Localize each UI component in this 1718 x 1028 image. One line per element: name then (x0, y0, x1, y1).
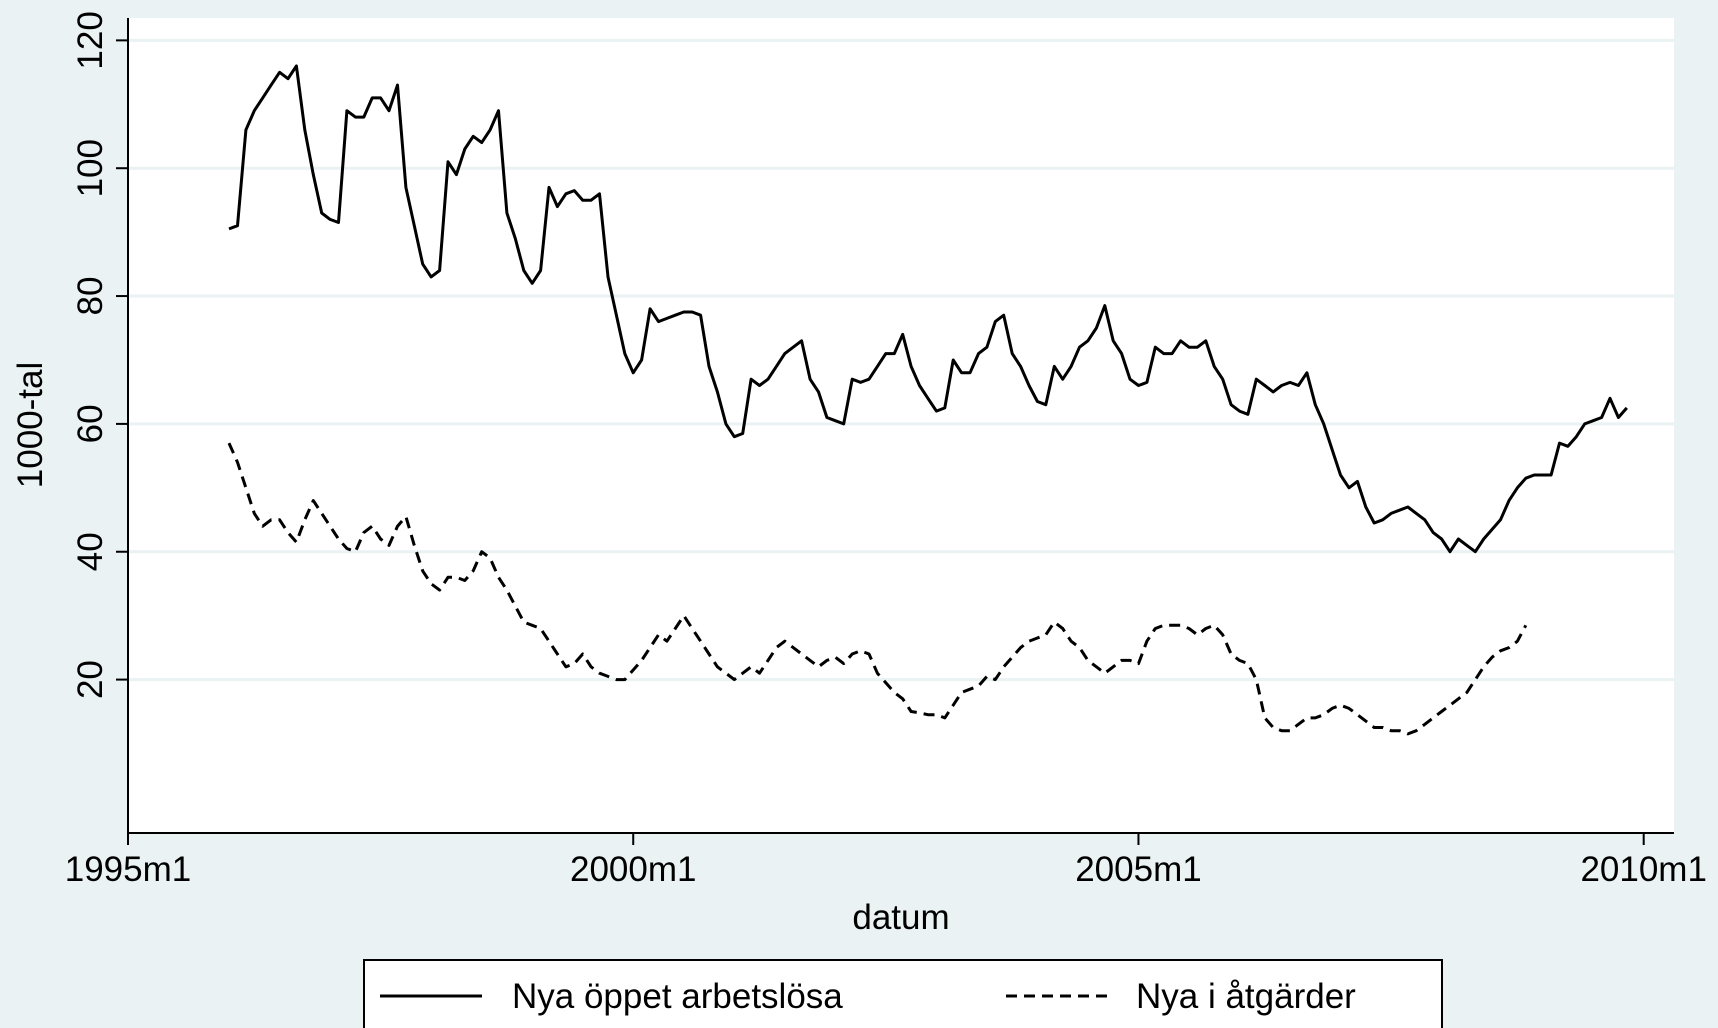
x-tick-label-1995m1: 1995m1 (65, 850, 191, 889)
x-tick-label-2010m1: 2010m1 (1580, 850, 1706, 889)
y-tick-label-60: 60 (71, 404, 110, 443)
series-line-nya-i-atgarder (227, 442, 1528, 736)
y-axis-title: 1000-tal (11, 362, 50, 488)
x-axis-title: datum (852, 898, 949, 937)
grid-lines (128, 38, 1674, 682)
legend: Nya öppet arbetslösa Nya i åtgärder (363, 959, 1443, 1028)
y-tick-label-20: 20 (71, 660, 110, 699)
legend-box (363, 959, 1443, 1028)
series-group (227, 64, 1628, 736)
y-ticks: 20 40 60 80 100 120 (71, 11, 128, 699)
legend-label-atgarder: Nya i åtgärder (1136, 977, 1356, 1016)
y-tick-label-120: 120 (71, 11, 110, 69)
x-ticks: 1995m1 2000m1 2005m1 2010m1 (65, 833, 1707, 889)
y-tick-label-100: 100 (71, 139, 110, 197)
y-tick-label-80: 80 (71, 277, 110, 316)
legend-label-arbetslosa: Nya öppet arbetslösa (512, 977, 843, 1016)
series-line-nya-oppet-arbetslosa (228, 64, 1628, 554)
x-tick-label-2000m1: 2000m1 (570, 850, 696, 889)
x-tick-label-2005m1: 2005m1 (1075, 850, 1201, 889)
y-tick-label-40: 40 (71, 532, 110, 571)
